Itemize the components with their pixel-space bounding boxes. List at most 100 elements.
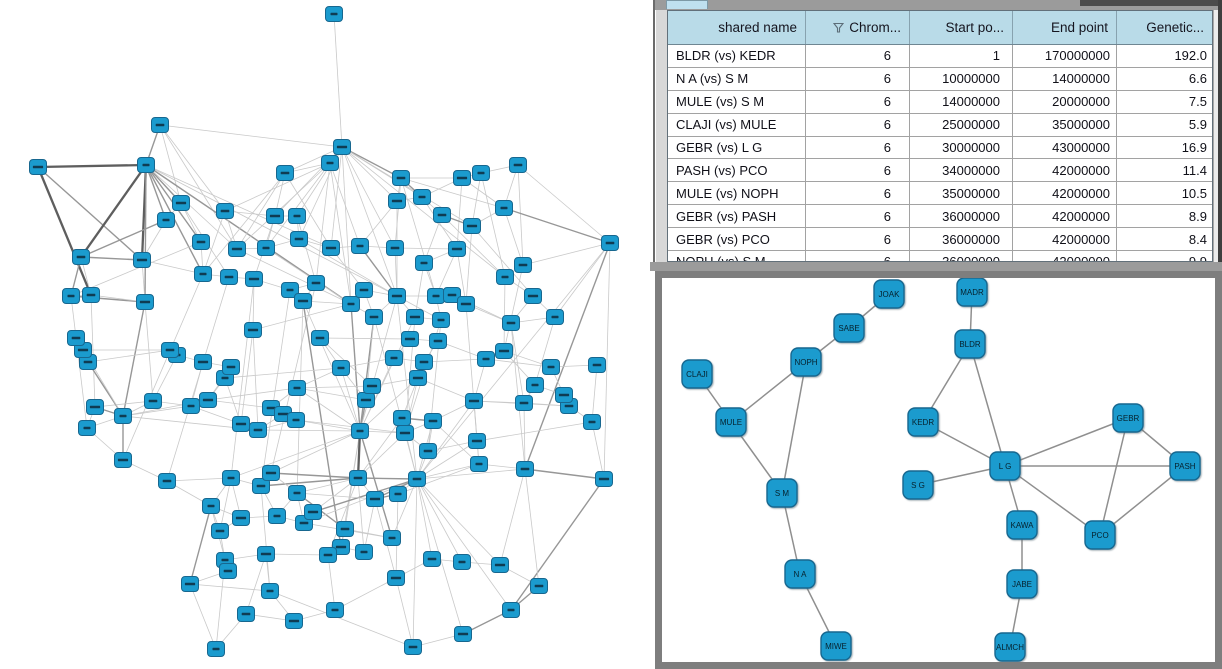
network-node[interactable]: [351, 238, 369, 254]
network-node[interactable]: [161, 342, 179, 358]
table-row[interactable]: NOPH (vs) S M 6 36000000 42000000 9.9: [668, 251, 1212, 261]
network-node-bldr[interactable]: BLDR: [954, 329, 986, 359]
network-node[interactable]: [502, 602, 520, 618]
network-node[interactable]: [524, 288, 542, 304]
network-node[interactable]: [29, 159, 47, 175]
network-node[interactable]: [388, 193, 406, 209]
network-node-pco[interactable]: PCO: [1084, 520, 1116, 550]
network-node[interactable]: [151, 117, 169, 133]
network-node[interactable]: [491, 557, 509, 573]
network-node[interactable]: [288, 485, 306, 501]
column-header-start-po[interactable]: Start po...: [910, 11, 1013, 44]
network-node[interactable]: [82, 287, 100, 303]
network-node[interactable]: [404, 639, 422, 655]
network-node[interactable]: [261, 583, 279, 599]
network-node[interactable]: [401, 331, 419, 347]
network-node[interactable]: [287, 412, 305, 428]
network-node-s-g[interactable]: S G: [902, 470, 934, 500]
pane-divider[interactable]: [653, 0, 655, 271]
network-node[interactable]: [468, 433, 486, 449]
network-node-s-m[interactable]: S M: [766, 478, 798, 508]
column-header-genetic[interactable]: Genetic...: [1117, 11, 1212, 44]
network-node-l-g[interactable]: L G: [989, 451, 1021, 481]
network-node[interactable]: [249, 422, 267, 438]
network-node[interactable]: [133, 252, 151, 268]
network-node[interactable]: [288, 380, 306, 396]
network-node[interactable]: [219, 563, 237, 579]
network-node[interactable]: [583, 414, 601, 430]
column-header-chrom[interactable]: Chrom...: [806, 11, 910, 44]
network-node[interactable]: [555, 387, 573, 403]
network-node-mule[interactable]: MULE: [715, 407, 747, 437]
network-node[interactable]: [588, 357, 606, 373]
network-node[interactable]: [408, 471, 426, 487]
network-node[interactable]: [336, 521, 354, 537]
network-node[interactable]: [389, 486, 407, 502]
network-node[interactable]: [262, 465, 280, 481]
network-node[interactable]: [453, 170, 471, 186]
network-node[interactable]: [448, 241, 466, 257]
network-node[interactable]: [232, 416, 250, 432]
network-node[interactable]: [307, 275, 325, 291]
network-node[interactable]: [601, 235, 619, 251]
network-node[interactable]: [429, 333, 447, 349]
network-node[interactable]: [322, 240, 340, 256]
network-node[interactable]: [595, 471, 613, 487]
network-node[interactable]: [355, 544, 373, 560]
network-node[interactable]: [114, 452, 132, 468]
overview-network-canvas[interactable]: [0, 0, 650, 669]
network-node[interactable]: [325, 6, 343, 22]
network-node[interactable]: [326, 602, 344, 618]
network-node-miwe[interactable]: MIWE: [820, 631, 852, 661]
network-node[interactable]: [79, 354, 97, 370]
network-node[interactable]: [245, 271, 263, 287]
network-node[interactable]: [332, 360, 350, 376]
network-node[interactable]: [257, 240, 275, 256]
network-node[interactable]: [366, 491, 384, 507]
network-node[interactable]: [72, 249, 90, 265]
table-row[interactable]: PASH (vs) PCO 6 34000000 42000000 11.4: [668, 159, 1212, 183]
network-node[interactable]: [74, 342, 92, 358]
network-node-kawa[interactable]: KAWA: [1006, 510, 1038, 540]
network-node[interactable]: [321, 155, 339, 171]
network-node[interactable]: [199, 392, 217, 408]
table-right-scrollbar[interactable]: [1213, 10, 1219, 262]
network-node[interactable]: [304, 504, 322, 520]
network-node[interactable]: [67, 330, 85, 346]
network-node[interactable]: [266, 208, 284, 224]
network-node[interactable]: [158, 473, 176, 489]
network-node[interactable]: [413, 189, 431, 205]
network-node[interactable]: [211, 523, 229, 539]
network-node[interactable]: [454, 626, 472, 642]
network-node[interactable]: [465, 393, 483, 409]
table-row[interactable]: GEBR (vs) PCO 6 36000000 42000000 8.4: [668, 228, 1212, 252]
network-node[interactable]: [268, 508, 286, 524]
network-node[interactable]: [157, 212, 175, 228]
table-row[interactable]: CLAJI (vs) MULE 6 25000000 35000000 5.9: [668, 113, 1212, 137]
network-node-madr[interactable]: MADR: [956, 278, 988, 307]
network-node[interactable]: [86, 399, 104, 415]
table-tab-fragment[interactable]: [666, 0, 708, 9]
network-node-noph[interactable]: NOPH: [790, 347, 822, 377]
network-node[interactable]: [281, 282, 299, 298]
network-node[interactable]: [386, 240, 404, 256]
network-node[interactable]: [530, 578, 548, 594]
network-node-kedr[interactable]: KEDR: [907, 407, 939, 437]
table-row[interactable]: GEBR (vs) L G 6 30000000 43000000 16.9: [668, 136, 1212, 160]
network-node[interactable]: [216, 203, 234, 219]
network-node[interactable]: [546, 309, 564, 325]
network-node[interactable]: [463, 218, 481, 234]
network-node[interactable]: [276, 165, 294, 181]
table-row[interactable]: N A (vs) S M 6 10000000 14000000 6.6: [668, 67, 1212, 91]
network-node[interactable]: [137, 157, 155, 173]
network-node[interactable]: [388, 288, 406, 304]
network-node[interactable]: [182, 398, 200, 414]
table-row[interactable]: GEBR (vs) PASH 6 36000000 42000000 8.9: [668, 205, 1212, 229]
network-node-jabe[interactable]: JABE: [1006, 569, 1038, 599]
network-node[interactable]: [396, 425, 414, 441]
network-node[interactable]: [419, 443, 437, 459]
network-node[interactable]: [222, 470, 240, 486]
network-node-n-a[interactable]: N A: [784, 559, 816, 589]
network-node[interactable]: [78, 420, 96, 436]
network-node[interactable]: [311, 330, 329, 346]
